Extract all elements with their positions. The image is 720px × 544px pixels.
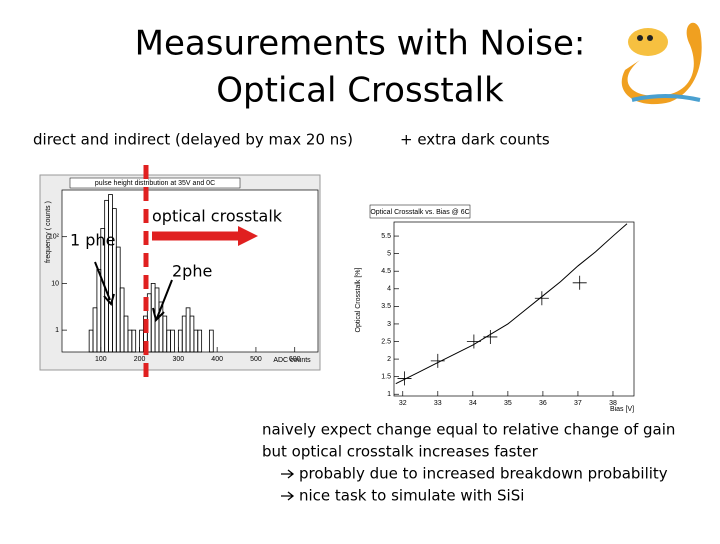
subtitle: + extra dark counts — [400, 131, 550, 149]
plot-area — [393, 221, 635, 397]
y-tick-label: 10 — [51, 280, 59, 287]
data-point — [534, 291, 549, 306]
histogram-bar — [208, 329, 214, 353]
bullet: but optical crosstalk increases faster — [262, 443, 539, 461]
y-tick-label: 1 — [55, 327, 59, 334]
histogram-bar — [197, 329, 203, 353]
x-tick-label: 600 — [289, 356, 301, 363]
x-tick-label: 38 — [609, 400, 617, 407]
y-tick-label: 10² — [49, 234, 60, 241]
title: Measurements with Noise: — [135, 24, 586, 64]
y-tick-label: 1 — [387, 391, 391, 398]
x-tick-label: 100 — [95, 356, 107, 363]
histogram-bar — [170, 329, 175, 353]
y-tick-label: 1.5 — [381, 374, 391, 381]
x-tick-label: 37 — [574, 400, 582, 407]
x-tick-label: 36 — [539, 400, 547, 407]
y-axis-label: Optical Crosstalk [%] — [355, 267, 362, 332]
plot-frame — [352, 200, 642, 418]
x-tick-label: 500 — [250, 356, 262, 363]
plot-title-box — [69, 177, 241, 189]
x-tick-label: 33 — [434, 400, 442, 407]
plot-title: pulse height distribution at 35V and 0C — [95, 180, 215, 187]
annotation: 1 phe — [70, 231, 115, 250]
y-tick-label: 4.5 — [381, 268, 391, 275]
sub-bullet: probably due to increased breakdown prob… — [299, 465, 668, 483]
x-tick-label: 34 — [469, 400, 477, 407]
plot-title: Optical Crosstalk vs. Bias @ 6C — [370, 209, 469, 216]
y-axis-label: frequency ( counts ) — [45, 201, 52, 263]
x-tick-label: 35 — [504, 400, 512, 407]
x-axis-label: ADC counts — [273, 357, 311, 364]
y-tick-label: 3.5 — [381, 303, 391, 310]
annotation: 2phe — [172, 262, 212, 281]
y-tick-label: 4 — [387, 286, 391, 293]
data-point — [572, 275, 587, 290]
y-tick-label: 2.5 — [381, 338, 391, 345]
data-point — [466, 334, 481, 349]
x-tick-label: 200 — [134, 356, 146, 363]
title: Optical Crosstalk — [216, 71, 504, 111]
arrow-icon — [281, 491, 295, 501]
fit-line — [395, 223, 628, 385]
y-tick-label: 2 — [387, 356, 391, 363]
arrow-head — [238, 226, 258, 246]
histogram-bar — [131, 329, 137, 353]
bullet: naively expect change equal to relative … — [262, 421, 675, 439]
annotation: optical crosstalk — [152, 207, 283, 226]
sub-bullet: nice task to simulate with SiSi — [299, 487, 524, 505]
arrow-icon — [281, 469, 295, 479]
plot-title-box — [369, 204, 471, 219]
arrow — [94, 261, 115, 307]
y-tick-label: 5.5 — [381, 233, 391, 240]
subtitle: direct and indirect (delayed by max 20 n… — [33, 131, 353, 149]
x-tick-label: 300 — [173, 356, 185, 363]
x-axis-label: Bias [V] — [610, 406, 634, 413]
arrow — [152, 279, 173, 322]
data-point — [430, 353, 445, 368]
logo — [621, 22, 702, 105]
y-tick-label: 5 — [387, 250, 391, 257]
x-tick-label: 32 — [399, 400, 407, 407]
data-point — [483, 329, 498, 344]
data-point — [397, 371, 412, 386]
y-tick-label: 3 — [387, 321, 391, 328]
x-tick-label: 400 — [211, 356, 223, 363]
